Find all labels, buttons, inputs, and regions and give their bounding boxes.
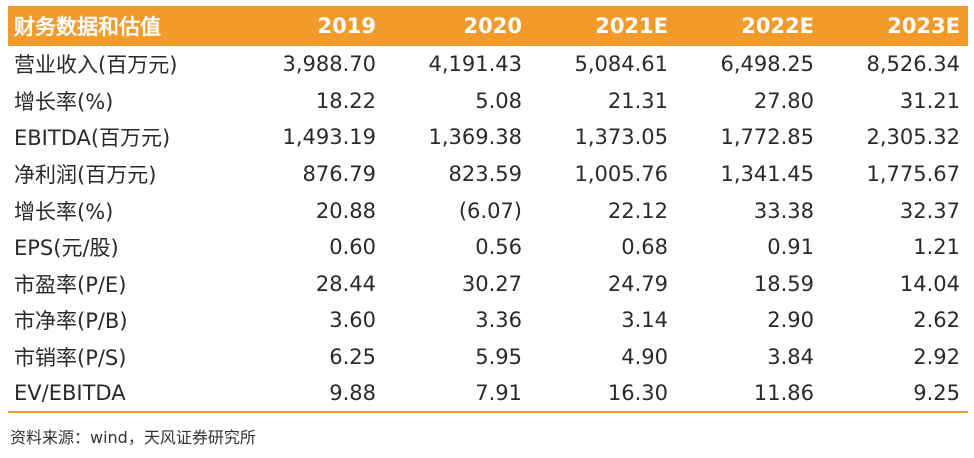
table-cell: 24.79	[607, 271, 668, 296]
table-cell: 4,191.43	[428, 52, 522, 77]
table-cell: 33.38	[753, 198, 814, 223]
table-cell: 18.59	[753, 271, 814, 296]
table-cell: 1,772.85	[720, 125, 814, 150]
table-cell: 2.90	[767, 308, 814, 333]
table-cell: 18.22	[315, 88, 376, 113]
table-cell: 3.36	[475, 308, 522, 333]
table-cell: 2.92	[913, 345, 960, 370]
table-cell: (6.07)	[458, 198, 522, 223]
table-row: EPS(元/股) 0.60 0.56 0.68 0.91 1.21	[8, 229, 968, 266]
row-label: EV/EBITDA	[8, 375, 238, 413]
table-cell: 0.56	[475, 235, 522, 260]
table-cell: 31.21	[899, 88, 960, 113]
table-cell: 3.60	[329, 308, 376, 333]
table-cell: 14.04	[899, 271, 960, 296]
table-cell: 1,373.05	[574, 125, 668, 150]
row-label: 净利润(百万元)	[14, 163, 157, 188]
table-cell: 4.90	[621, 345, 668, 370]
table-cell: 32.37	[899, 198, 960, 223]
table-row: EV/EBITDA 9.88 7.91 16.30 11.86 9.25	[8, 375, 968, 413]
table-cell: 5.95	[475, 345, 522, 370]
table-cell: 823.59	[448, 162, 522, 187]
table-cell: 27.80	[753, 88, 814, 113]
table-row: 营业收入(百万元) 3,988.70 4,191.43 5,084.61 6,4…	[8, 46, 968, 83]
table-cell: 21.31	[607, 88, 668, 113]
table-cell: 28.44	[315, 271, 376, 296]
table-row: 市销率(P/S) 6.25 5.95 4.90 3.84 2.92	[8, 339, 968, 376]
financial-table-container: 财务数据和估值 2019 2020 2021E 2022E 2023E 营业收入…	[8, 6, 968, 413]
table-cell: 1,005.76	[574, 162, 668, 187]
row-label: 营业收入(百万元)	[14, 53, 178, 78]
table-cell: 30.27	[461, 271, 522, 296]
year-header: 2022E	[676, 6, 822, 46]
table-cell: 8,526.34	[866, 52, 960, 77]
table-row: EBITDA(百万元) 1,493.19 1,369.38 1,373.05 1…	[8, 119, 968, 156]
table-cell: 5,084.61	[574, 52, 668, 77]
year-header: 2020	[384, 6, 530, 46]
row-label: EBITDA(百万元)	[14, 126, 171, 151]
table-cell: 6.25	[329, 345, 376, 370]
table-title: 财务数据和估值	[8, 6, 238, 46]
row-label: 市盈率(P/E)	[14, 272, 127, 297]
table-cell: 876.79	[302, 162, 376, 187]
table-cell: 9.88	[238, 375, 384, 413]
year-header: 2021E	[530, 6, 676, 46]
table-cell: 1,369.38	[428, 125, 522, 150]
year-header: 2019	[238, 6, 384, 46]
row-label: EPS(元/股)	[14, 236, 119, 261]
table-cell: 2,305.32	[866, 125, 960, 150]
table-cell: 1,341.45	[720, 162, 814, 187]
table-cell: 5.08	[475, 88, 522, 113]
table-cell: 3.14	[621, 308, 668, 333]
table-cell: 7.91	[384, 375, 530, 413]
row-label: 增长率(%)	[14, 199, 114, 224]
year-header: 2023E	[822, 6, 968, 46]
row-label: 增长率(%)	[14, 89, 114, 114]
table-cell: 0.68	[621, 235, 668, 260]
financial-valuation-table: 财务数据和估值 2019 2020 2021E 2022E 2023E 营业收入…	[8, 6, 968, 413]
table-cell: 3.84	[767, 345, 814, 370]
table-cell: 3,988.70	[282, 52, 376, 77]
table-cell: 9.25	[822, 375, 968, 413]
table-cell: 1,493.19	[282, 125, 376, 150]
table-header-row: 财务数据和估值 2019 2020 2021E 2022E 2023E	[8, 6, 968, 46]
table-cell: 2.62	[913, 308, 960, 333]
table-cell: 20.88	[315, 198, 376, 223]
table-cell: 11.86	[676, 375, 822, 413]
table-cell: 6,498.25	[720, 52, 814, 77]
table-row: 市盈率(P/E) 28.44 30.27 24.79 18.59 14.04	[8, 266, 968, 303]
table-cell: 1.21	[913, 235, 960, 260]
table-cell: 1,775.67	[866, 162, 960, 187]
table-cell: 16.30	[530, 375, 676, 413]
table-cell: 22.12	[607, 198, 668, 223]
table-row: 增长率(%) 18.22 5.08 21.31 27.80 31.21	[8, 83, 968, 120]
row-label: 市销率(P/S)	[14, 346, 127, 371]
table-cell: 0.91	[767, 235, 814, 260]
source-note: 资料来源：wind，天风证券研究所	[10, 428, 256, 447]
row-label: 市净率(P/B)	[14, 309, 128, 334]
table-row: 增长率(%) 20.88 (6.07) 22.12 33.38 32.37	[8, 192, 968, 229]
table-row: 市净率(P/B) 3.60 3.36 3.14 2.90 2.62	[8, 302, 968, 339]
table-cell: 0.60	[329, 235, 376, 260]
table-row: 净利润(百万元) 876.79 823.59 1,005.76 1,341.45…	[8, 156, 968, 193]
